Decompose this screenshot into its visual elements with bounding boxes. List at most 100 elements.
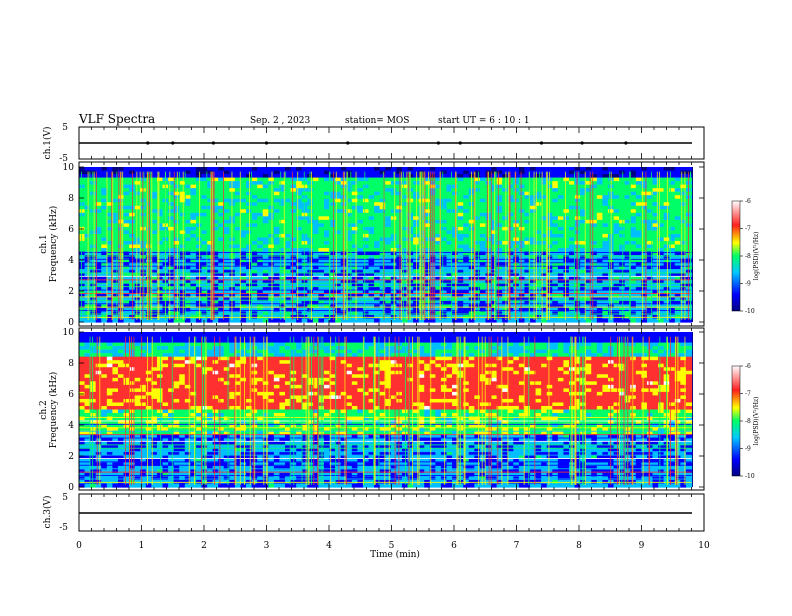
spectrogram-cell: [502, 195, 508, 199]
spectrogram-cell: [190, 209, 196, 213]
spectrogram-cell: [491, 167, 497, 171]
spectrogram-cell: [480, 245, 486, 249]
spectrogram-cell: [124, 202, 130, 206]
spectrogram-cell: [653, 206, 659, 210]
spectrogram-cell: [196, 234, 202, 238]
spectrogram-cell: [408, 167, 414, 171]
spectrogram-cell: [296, 223, 302, 227]
spectrogram-cell: [112, 188, 118, 192]
spectrogram-cell: [357, 202, 363, 206]
spectrogram-cell: [369, 209, 375, 213]
spectrogram-cell: [653, 167, 659, 171]
spectrogram-cell: [502, 188, 508, 192]
spectrogram-cell: [79, 223, 85, 227]
spectrogram-cell: [229, 301, 235, 305]
spectrogram-cell: [179, 230, 185, 234]
spectrogram-cell: [552, 202, 558, 206]
spectrogram-cell: [274, 167, 280, 171]
ch1-voltage-marker: [540, 141, 543, 144]
spectrogram-cell: [140, 230, 146, 234]
spectrogram-cell: [441, 220, 447, 224]
spectrogram-cell: [268, 213, 274, 217]
ch1-voltage-marker: [212, 141, 215, 144]
spectrogram-cell: [647, 167, 653, 171]
spectrogram-cell: [664, 245, 670, 249]
spectrogram-cell: [257, 199, 263, 203]
spectrogram-cell: [630, 241, 636, 245]
spectrogram-cell: [185, 188, 191, 192]
spectrogram-cell: [602, 245, 608, 249]
spectrogram-cell: [268, 318, 274, 322]
spectrogram-cell: [296, 301, 302, 305]
spectrogram-cell: [630, 223, 636, 227]
ch1-voltage-marker: [346, 141, 349, 144]
spectrogram-cell: [79, 248, 85, 252]
spectrogram-cell: [257, 188, 263, 192]
spectrogram-cell: [274, 199, 280, 203]
spectrogram-cell: [369, 213, 375, 217]
spectrogram-cell: [330, 297, 336, 301]
spectrogram-cell: [274, 192, 280, 196]
spectrogram-cell: [190, 308, 196, 312]
spectrogram-cell: [575, 248, 581, 252]
ch1-spectrogram-image: [79, 167, 692, 323]
spectrogram-cell: [630, 237, 636, 241]
spectrogram-cell: [229, 209, 235, 213]
spectrogram-cell: [647, 245, 653, 249]
spectrogram-cell: [619, 234, 625, 238]
spectrogram-cell: [380, 167, 386, 171]
spectrogram-cell: [374, 188, 380, 192]
spectrogram-cell: [614, 199, 620, 203]
spectrogram-cell: [196, 178, 202, 182]
spectrogram-cell: [330, 167, 336, 171]
spectrogram-cell: [318, 304, 324, 308]
spectrogram-cell: [374, 192, 380, 196]
spectrogram-cell: [196, 318, 202, 322]
spectrogram-cell: [252, 181, 258, 185]
spectrogram-cell: [664, 308, 670, 312]
spectrogram-cell: [196, 237, 202, 241]
spectrogram-cell: [196, 192, 202, 196]
spectrogram-cell: [224, 188, 230, 192]
spectrogram-cell: [653, 209, 659, 213]
ch1-voltage-marker: [581, 141, 584, 144]
spectrogram-cell: [591, 216, 597, 220]
spectrogram-cell: [224, 185, 230, 189]
spectrogram-cell: [168, 318, 174, 322]
spectrogram-cell: [363, 206, 369, 210]
spectrogram-cell: [502, 192, 508, 196]
spectrogram-cell: [307, 297, 313, 301]
spectrogram-cell: [168, 216, 174, 220]
spectrogram-cell: [602, 199, 608, 203]
spectrogram-cell: [519, 227, 525, 231]
spectrogram-cell: [140, 245, 146, 249]
spectrogram-cell: [224, 195, 230, 199]
spectrogram-cell: [307, 178, 313, 182]
spectrogram-cell: [385, 223, 391, 227]
spectrogram-cell: [296, 209, 302, 213]
spectrogram-cell: [179, 199, 185, 203]
spectrogram-cell: [630, 301, 636, 305]
spectrogram-cell: [296, 241, 302, 245]
spectrogram-cell: [357, 220, 363, 224]
spectrogram-cell: [190, 167, 196, 171]
spectrogram-cell: [519, 185, 525, 189]
spectrogram-cell: [614, 220, 620, 224]
spectrogram-cell: [318, 178, 324, 182]
spectrogram-cell: [252, 248, 258, 252]
spectrogram-cell: [441, 209, 447, 213]
spectrogram-cell: [497, 178, 503, 182]
spectrogram-cell: [575, 181, 581, 185]
spectrogram-cell: [224, 234, 230, 238]
spectrogram-cell: [664, 199, 670, 203]
spectrogram-cell: [575, 234, 581, 238]
spectrogram-cell: [586, 318, 592, 322]
spectrogram-cell: [79, 308, 85, 312]
spectrogram-cell: [168, 220, 174, 224]
spectrogram-cell: [591, 185, 597, 189]
spectrogram-cell: [124, 171, 130, 175]
spectrogram-cell: [257, 216, 263, 220]
spectrogram-cell: [664, 220, 670, 224]
spectrogram-cell: [513, 241, 519, 245]
spectrogram-cell: [530, 185, 536, 189]
